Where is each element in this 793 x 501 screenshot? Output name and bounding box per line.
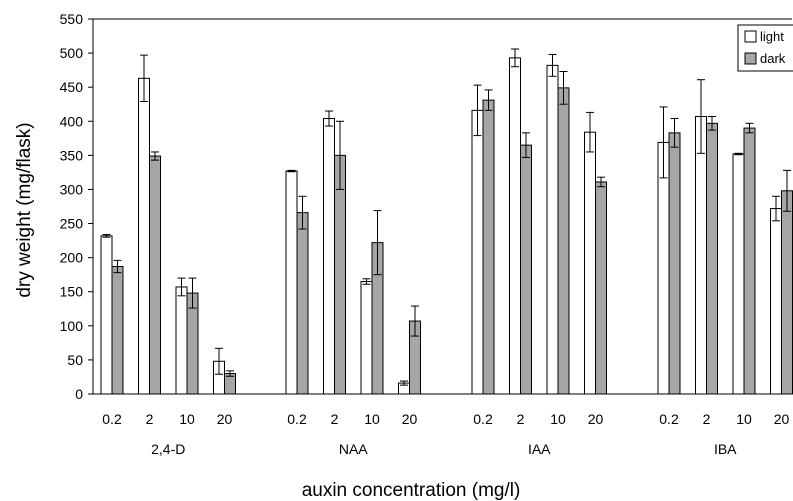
y-tick-label: 0 (75, 386, 83, 402)
bar-dark (482, 99, 495, 395)
bar-dark (334, 154, 346, 395)
y-tick-label: 200 (60, 250, 84, 266)
x-tick-label: 10 (364, 411, 380, 427)
legend-label-dark: dark (760, 51, 786, 66)
bar-light (732, 153, 745, 395)
bar-light (285, 170, 298, 395)
x-axis-title: auxin concentration (mg/l) (302, 480, 521, 501)
x-tick-label: 0.2 (659, 411, 679, 427)
legend-label-light: light (760, 29, 784, 44)
bar-light (546, 64, 559, 395)
legend-swatch-dark (744, 52, 757, 65)
error-bars (102, 48, 791, 386)
x-tick-label: 10 (550, 411, 566, 427)
group-label: IAA (528, 441, 551, 457)
tick-labels: 0 50 100 150 200 250 300 350 400 450 500 550 0.2 2 10 2… (60, 11, 790, 457)
y-tick-label: 300 (60, 181, 84, 197)
bar-light (323, 118, 335, 395)
y-tick-label: 50 (67, 352, 83, 368)
x-tick-label: 10 (179, 411, 195, 427)
bar-dark (557, 87, 570, 395)
bar-light (770, 208, 782, 395)
bar-light (471, 109, 484, 395)
bar-dark (668, 132, 681, 395)
y-tick-label: 550 (60, 11, 84, 27)
legend: light dark (737, 24, 793, 72)
y-tick-label: 450 (60, 79, 84, 95)
y-tick-label: 250 (60, 216, 84, 232)
bar-light (175, 286, 188, 395)
bars (100, 57, 793, 395)
bar-dark (296, 212, 309, 395)
x-tick-label: 0.2 (102, 411, 122, 427)
bar-dark (520, 144, 532, 395)
bar-light (584, 131, 596, 395)
group-label: IBA (714, 441, 737, 457)
x-tick-label: 20 (217, 411, 233, 427)
legend-swatch-light (744, 30, 757, 43)
x-tick-label: 0.2 (473, 411, 493, 427)
group-label: NAA (339, 441, 368, 457)
x-tick-label: 2 (703, 411, 711, 427)
bar-light (138, 77, 150, 395)
x-tick-label: 20 (402, 411, 418, 427)
y-tick-label: 400 (60, 113, 84, 129)
bar-light (695, 116, 707, 395)
bar-light (509, 57, 521, 395)
x-tick-label: 2 (517, 411, 525, 427)
bar-light (100, 235, 113, 395)
x-tick-label: 20 (774, 411, 790, 427)
x-tick-label: 0.2 (287, 411, 307, 427)
x-tick-label: 2 (146, 411, 154, 427)
y-tick-label: 100 (60, 318, 84, 334)
x-tick-label: 10 (736, 411, 752, 427)
bar-dark (111, 266, 124, 395)
y-axis-title: dry weight (mg/flask) (14, 122, 35, 297)
x-tick-label: 2 (331, 411, 339, 427)
y-tick-label: 150 (60, 284, 84, 300)
bar-light (360, 281, 373, 395)
bar-light (657, 141, 670, 395)
y-tick-label: 500 (60, 45, 84, 61)
bar-dark (781, 190, 793, 395)
bar-dark (595, 181, 607, 395)
x-tick-label: 20 (588, 411, 604, 427)
bar-dark (706, 122, 718, 395)
bar-dark (149, 155, 161, 395)
bar-dark (743, 127, 756, 395)
group-label: 2,4-D (151, 441, 185, 457)
y-tick-label: 350 (60, 147, 84, 163)
